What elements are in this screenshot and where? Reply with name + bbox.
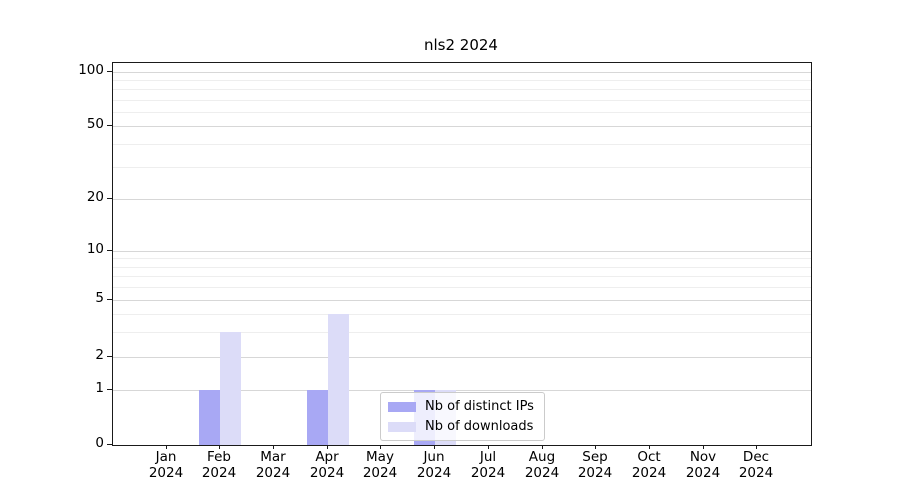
gridline-minor xyxy=(113,167,811,168)
x-tick-label: Dec 2024 xyxy=(739,449,773,481)
x-tick-month: Apr xyxy=(315,449,339,465)
x-tick-month: Feb xyxy=(207,449,231,465)
x-tick-year: 2024 xyxy=(309,465,345,481)
gridline-major xyxy=(113,72,811,73)
y-tick-mark xyxy=(107,125,112,126)
x-tick-month: Mar xyxy=(260,449,286,465)
x-tick-year: 2024 xyxy=(416,465,452,481)
chart-title: nls2 2024 xyxy=(424,36,498,54)
x-tick-label: Jan 2024 xyxy=(149,449,183,481)
bar-downloads xyxy=(328,314,349,445)
legend-label: Nb of distinct IPs xyxy=(425,399,534,414)
bar-distinct-ips xyxy=(199,390,220,445)
x-tick-year: 2024 xyxy=(524,465,560,481)
legend-item-downloads: Nb of downloads xyxy=(388,418,536,435)
y-tick-mark xyxy=(107,71,112,72)
y-tick-label: 20 xyxy=(86,189,104,205)
gridline-minor xyxy=(113,287,811,288)
x-tick-label: Feb 2024 xyxy=(202,449,236,481)
x-tick-year: 2024 xyxy=(255,465,291,481)
x-tick-label: Jul 2024 xyxy=(471,449,505,481)
x-tick-year: 2024 xyxy=(577,465,613,481)
bar-distinct-ips xyxy=(307,390,328,445)
x-tick-year: 2024 xyxy=(631,465,667,481)
x-tick-month: Oct xyxy=(637,449,661,465)
gridline-minor xyxy=(113,112,811,113)
y-tick-label: 0 xyxy=(95,435,104,451)
y-tick-mark xyxy=(107,356,112,357)
gridline-major xyxy=(113,126,811,127)
bar-downloads xyxy=(220,332,241,445)
y-tick-label: 2 xyxy=(95,347,104,363)
gridline-major xyxy=(113,390,811,391)
y-tick-label: 50 xyxy=(86,116,104,132)
x-tick-year: 2024 xyxy=(148,465,184,481)
x-tick-year: 2024 xyxy=(201,465,237,481)
x-tick-label: Mar 2024 xyxy=(256,449,290,481)
x-tick-mark xyxy=(166,445,167,449)
gridline-major xyxy=(113,357,811,358)
x-tick-year: 2024 xyxy=(362,465,398,481)
x-tick-mark xyxy=(542,445,543,449)
y-tick-label: 1 xyxy=(95,380,104,396)
x-tick-label: Aug 2024 xyxy=(525,449,559,481)
gridline-minor xyxy=(113,80,811,81)
x-tick-month: Jan xyxy=(155,449,177,465)
legend-item-distinct-ips: Nb of distinct IPs xyxy=(388,398,536,415)
x-tick-mark xyxy=(434,445,435,449)
y-tick-label: 100 xyxy=(78,62,104,78)
gridline-minor xyxy=(113,144,811,145)
x-tick-month: Nov xyxy=(689,449,717,465)
x-tick-mark xyxy=(595,445,596,449)
x-tick-mark xyxy=(488,445,489,449)
gridline-minor xyxy=(113,332,811,333)
legend-swatch-distinct-ips xyxy=(388,401,416,412)
gridline-minor xyxy=(113,89,811,90)
x-tick-mark xyxy=(219,445,220,449)
y-tick-mark xyxy=(107,299,112,300)
x-tick-mark xyxy=(649,445,650,449)
x-tick-label: Sep 2024 xyxy=(578,449,612,481)
gridline-minor xyxy=(113,276,811,277)
x-tick-label: May 2024 xyxy=(363,449,397,481)
x-tick-mark xyxy=(703,445,704,449)
y-tick-label: 5 xyxy=(95,290,104,306)
legend-label: Nb of downloads xyxy=(425,419,534,434)
gridline-major xyxy=(113,199,811,200)
y-tick-mark xyxy=(107,444,112,445)
x-tick-month: Aug xyxy=(528,449,556,465)
gridline-minor xyxy=(113,314,811,315)
x-tick-month: Jun xyxy=(423,449,445,465)
x-tick-month: Dec xyxy=(742,449,770,465)
y-axis-tick-labels: 0 1 2 5 10 20 50 100 xyxy=(0,0,104,500)
x-tick-month: May xyxy=(366,449,394,465)
y-tick-mark xyxy=(107,250,112,251)
x-tick-year: 2024 xyxy=(738,465,774,481)
x-tick-month: Sep xyxy=(582,449,608,465)
gridline-minor xyxy=(113,267,811,268)
legend: Nb of distinct IPs Nb of downloads xyxy=(380,392,545,441)
x-tick-mark xyxy=(273,445,274,449)
x-tick-mark xyxy=(380,445,381,449)
gridline-minor xyxy=(113,258,811,259)
gridline-minor xyxy=(113,100,811,101)
x-tick-label: Jun 2024 xyxy=(417,449,451,481)
x-tick-year: 2024 xyxy=(470,465,506,481)
x-tick-year: 2024 xyxy=(685,465,721,481)
x-tick-month: Jul xyxy=(479,449,497,465)
x-tick-mark xyxy=(327,445,328,449)
plot-area xyxy=(112,62,812,446)
gridline-major xyxy=(113,300,811,301)
x-tick-mark xyxy=(756,445,757,449)
legend-swatch-downloads xyxy=(388,421,416,432)
x-tick-label: Nov 2024 xyxy=(686,449,720,481)
y-tick-mark xyxy=(107,389,112,390)
x-tick-label: Apr 2024 xyxy=(310,449,344,481)
y-tick-label: 10 xyxy=(86,241,104,257)
x-tick-label: Oct 2024 xyxy=(632,449,666,481)
gridline-major xyxy=(113,251,811,252)
y-tick-mark xyxy=(107,198,112,199)
